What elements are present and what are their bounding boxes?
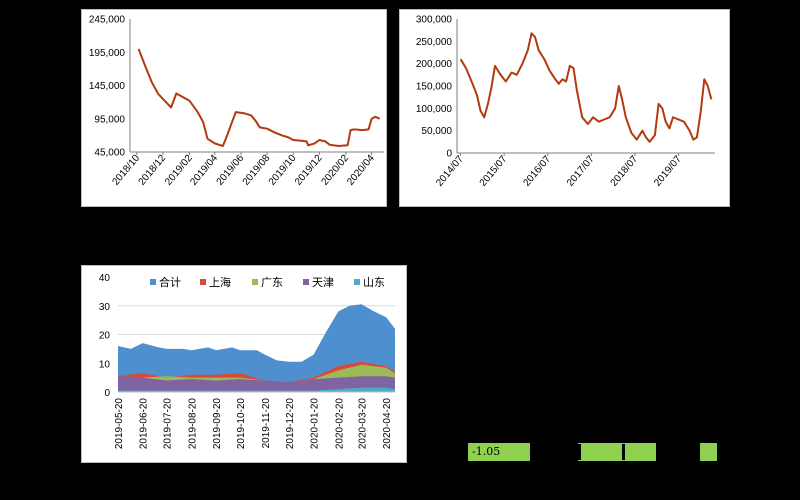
chart-panel-top-right: 300,000 250,000 200,000 150,000 100,000 50,00… bbox=[399, 9, 730, 207]
x-tick-label: 2017/07 bbox=[565, 154, 597, 189]
x-tick-label: 2020-04-20 bbox=[382, 398, 393, 450]
y-tick-label: 250,000 bbox=[416, 37, 453, 48]
x-tick-label: 2019-10-20 bbox=[236, 398, 247, 450]
x-tick-label: 2018/07 bbox=[609, 154, 641, 189]
x-tick-label: 2019-12-20 bbox=[285, 398, 296, 450]
legend-swatch bbox=[303, 279, 309, 285]
y-tick-label: 245,000 bbox=[89, 15, 126, 26]
x-tick-label: 2019/07 bbox=[652, 154, 684, 189]
y-tick-label: 95,000 bbox=[94, 114, 125, 125]
footer-strip-value: -1.05 bbox=[472, 445, 501, 458]
x-tick-label: 2019-06-20 bbox=[139, 398, 150, 450]
legend-label: 天津 bbox=[312, 276, 334, 289]
legend-swatch bbox=[252, 279, 258, 285]
chart-panel-bottom: 40 30 20 10 0 2019-05-20 2019-06-20 2019-07-20 2… bbox=[81, 265, 407, 463]
y-tick-label: 150,000 bbox=[416, 82, 453, 93]
y-tick-label: 20 bbox=[99, 331, 111, 342]
chart-panel-top-left: 245,000 195,000 145,000 95,000 45,000 2018/10… bbox=[81, 9, 387, 207]
footer-strip-divider bbox=[578, 444, 581, 460]
legend-swatch bbox=[200, 279, 206, 285]
area-series bbox=[118, 304, 395, 392]
y-tick-label: 45,000 bbox=[94, 148, 125, 159]
series-line bbox=[137, 48, 381, 147]
x-tick-label: 2016/07 bbox=[521, 154, 553, 189]
x-tick-label: 2015/07 bbox=[478, 154, 510, 189]
x-tick-label: 2020/04 bbox=[345, 153, 377, 188]
y-tick-label: 195,000 bbox=[89, 48, 126, 59]
y-tick-label: 200,000 bbox=[416, 59, 453, 70]
chart-top-left-plot: 245,000195,000145,00095,00045,0002018/10… bbox=[89, 15, 384, 188]
x-tick-label: 2019-09-20 bbox=[212, 398, 223, 450]
x-tick-label: 2018/12 bbox=[137, 153, 169, 188]
chart-bottom-plot: 40 30 20 10 0 2019-05-20 2019-06-20 2019-07-20 2… bbox=[99, 273, 395, 450]
y-tick-label: 0 bbox=[104, 388, 110, 399]
legend-label: 上海 bbox=[209, 275, 231, 289]
area-series bbox=[118, 387, 395, 392]
y-tick-label: 10 bbox=[99, 359, 111, 370]
y-tick-label: 300,000 bbox=[416, 15, 453, 26]
x-tick-label: 2020-03-20 bbox=[357, 398, 368, 450]
y-tick-label: 30 bbox=[99, 302, 111, 313]
x-tick-label: 2019-05-20 bbox=[114, 398, 125, 450]
chart-top-right-plot: 300,000 250,000 200,000 150,000 100,000 50,00… bbox=[416, 15, 715, 189]
footer-strip-value-cell: -1.05 bbox=[468, 443, 530, 461]
y-tick-label: 100,000 bbox=[416, 104, 453, 115]
series-line bbox=[459, 32, 713, 143]
x-tick-label: 2019/12 bbox=[293, 153, 325, 188]
legend-label: 山东 bbox=[363, 276, 385, 289]
legend-swatch bbox=[150, 279, 156, 285]
x-tick-label: 2019-08-20 bbox=[187, 398, 198, 450]
legend-swatch bbox=[354, 279, 360, 285]
footer-strip-divider bbox=[622, 444, 625, 460]
y-tick-label: 145,000 bbox=[89, 81, 126, 92]
x-tick-label: 2019-11-20 bbox=[261, 398, 272, 449]
area-series bbox=[118, 376, 395, 392]
footer-strip-cell-3 bbox=[700, 443, 717, 461]
legend-label: 合计 bbox=[159, 275, 181, 289]
x-tick-label: 2020-01-20 bbox=[310, 398, 321, 450]
footer-strip-cell-2 bbox=[578, 443, 656, 461]
y-tick-label: 40 bbox=[99, 273, 111, 284]
x-tick-label: 2019-07-20 bbox=[163, 398, 174, 450]
x-tick-label: 2020-02-20 bbox=[334, 398, 345, 450]
legend-label: 广东 bbox=[261, 276, 283, 289]
y-tick-label: 0 bbox=[446, 149, 452, 160]
y-tick-label: 50,000 bbox=[421, 126, 452, 137]
